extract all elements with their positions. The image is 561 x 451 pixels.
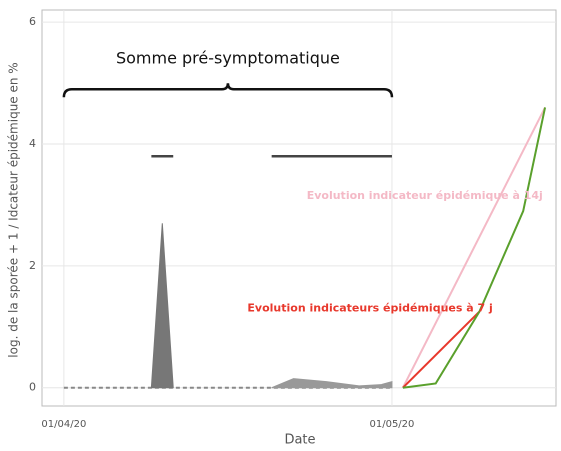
panel [41,9,557,407]
y-tick-label: 0 [29,381,36,394]
x-axis-title: Date [284,433,315,448]
annotation: Evolution indicateurs épidémiques à 7 j [247,302,492,315]
area [271,378,393,389]
x-tick-label: 01/04/20 [41,419,86,430]
y-tick-label: 2 [29,259,36,272]
annotation: Evolution indicateur épidémique à 14j [307,189,543,202]
x-tick-label: 01/05/20 [369,419,414,430]
brace-label: Somme pré-symptomatique [116,49,340,68]
area [150,223,174,389]
y-axis-title: log. de la sporée + 1 / Idcateur épidémi… [7,62,21,357]
y-tick-label: 4 [29,137,36,150]
brace [62,83,394,98]
line [402,107,546,389]
y-tick-label: 6 [29,15,36,28]
line [402,107,547,389]
line [402,310,481,389]
